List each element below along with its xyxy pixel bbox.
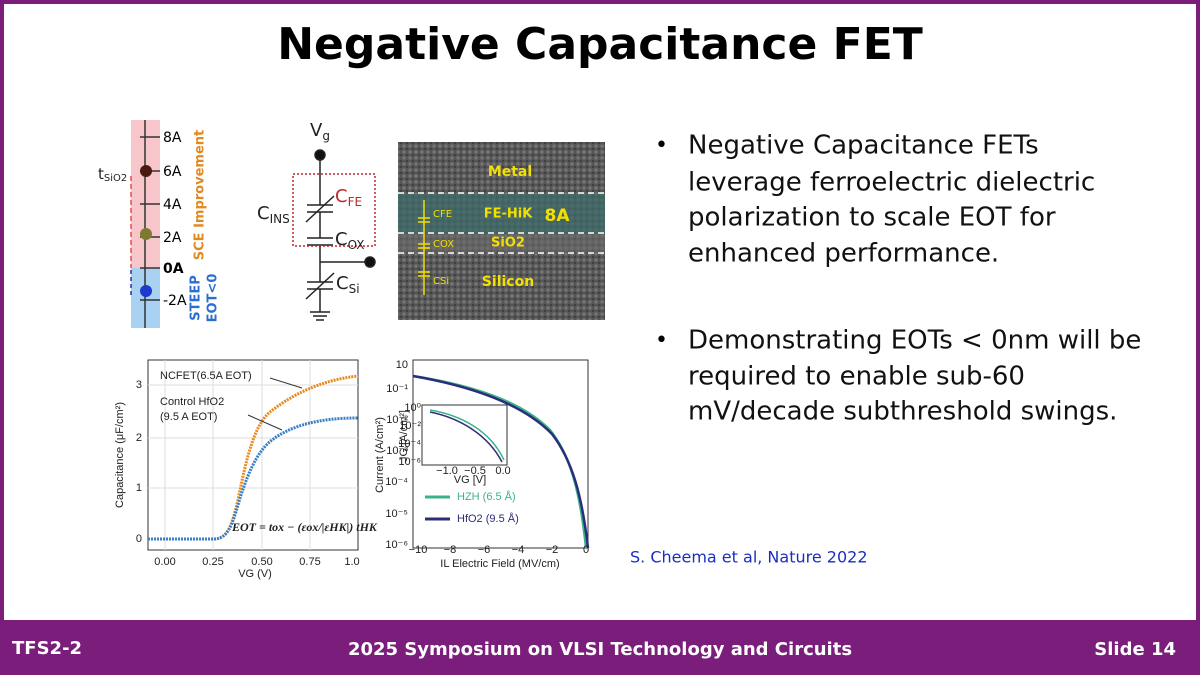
bullet-line: polarization to scale EOT for xyxy=(688,203,1056,233)
inset-tick: 10⁰ xyxy=(404,402,421,414)
steep-label: STEEP xyxy=(189,275,204,321)
svg-text:tSiO2: tSiO2 xyxy=(98,165,127,185)
label-sub: SiO2 xyxy=(104,173,127,184)
x-tick-label: −10 xyxy=(409,544,428,556)
scale-tick: 0A xyxy=(163,261,184,277)
y-tick-label: 1 xyxy=(136,482,142,494)
eot-scale-figure: tSiO2 8A 6A 4A 2A 0A -2A SCE Improvement… xyxy=(98,120,221,328)
y-tick-label: 10⁻² xyxy=(386,414,408,426)
equation: EOT = tox − (εox/|εHK|) tHK xyxy=(231,520,378,534)
improvement-label: SCE Improvement xyxy=(193,130,208,260)
inset-tick: 10⁻⁶ xyxy=(398,456,421,468)
scale-tick: 2A xyxy=(163,230,182,246)
legend-label: (9.5 A EOT) xyxy=(160,411,217,423)
footer-left: TFS2-2 xyxy=(12,638,82,659)
y-tick-label: 0 xyxy=(136,533,142,545)
cins-sub: INS xyxy=(270,212,290,226)
inset-label: VG [V] xyxy=(454,474,486,486)
x-tick-label: 0.50 xyxy=(251,556,272,568)
y-tick-label: 3 xyxy=(136,379,142,391)
bullet-line: mV/decade subthreshold swings. xyxy=(688,397,1117,427)
x-axis-label: VG (V) xyxy=(238,568,272,580)
scale-tick: 8A xyxy=(163,130,182,146)
x-tick-label: 0.00 xyxy=(154,556,175,568)
scale-tick: 4A xyxy=(163,197,182,213)
title: Negative Capacitance FET xyxy=(277,19,923,70)
bullet-line: Demonstrating EOTs < 0nm will be xyxy=(688,326,1141,356)
x-tick-label: −6 xyxy=(478,544,491,556)
scale-tick: 6A xyxy=(163,164,182,180)
inset-tick: 10⁻⁴ xyxy=(398,438,421,450)
x-tick-label: −2 xyxy=(546,544,559,556)
y-tick-label: 10 xyxy=(396,359,408,371)
svg-text:COX: COX xyxy=(335,229,364,252)
citation: S. Cheema et al, Nature 2022 xyxy=(630,548,868,567)
label: t xyxy=(98,165,104,183)
bullet-line: enhanced performance. xyxy=(688,239,999,269)
capacitance-plot: 0.00 0.25 0.50 0.75 1.0 0 1 2 3 Capacita… xyxy=(114,359,378,580)
vg-sub: g xyxy=(322,129,330,143)
current-plot: HZH (6.5 Å) HfO2 (9.5 Å) 10 10⁻¹ 10⁻² 10… xyxy=(374,359,590,570)
layer-label: SiO2 xyxy=(491,236,525,251)
cox-sub: OX xyxy=(348,238,365,252)
y-tick-label: 2 xyxy=(136,432,142,444)
legend-label: NCFET(6.5A EOT) xyxy=(160,370,252,382)
bullet-line: leverage ferroelectric dielectric xyxy=(688,168,1095,198)
x-tick-label: −8 xyxy=(444,544,457,556)
x-tick-label: −4 xyxy=(512,544,525,556)
y-axis-label: Capacitance (μF/cm²) xyxy=(114,402,126,508)
circuit-figure xyxy=(292,149,376,321)
legend-label: HZH (6.5 Å) xyxy=(457,490,516,503)
cins-label: C xyxy=(257,203,270,224)
footer-center: 2025 Symposium on VLSI Technology and Ci… xyxy=(348,639,852,660)
y-tick-label: 10⁻⁵ xyxy=(385,508,408,520)
svg-text:CSi: CSi xyxy=(336,273,360,296)
tem-image: Metal FE-HiK SiO2 Silicon 8A CFE COX CSi xyxy=(398,142,605,320)
cap-label: COX xyxy=(433,239,454,250)
csi-sub: Si xyxy=(349,282,360,296)
x-tick-label: 0.75 xyxy=(299,556,320,568)
layer-label: FE-HiK xyxy=(484,207,533,222)
x-tick-label: 0 xyxy=(583,544,589,556)
vg-label: V xyxy=(310,120,323,141)
bullet-line: required to enable sub-60 xyxy=(688,362,1025,392)
y-tick-label: 10⁻³ xyxy=(386,445,408,457)
scale-tick: -2A xyxy=(163,293,187,309)
bullet-list: • Negative Capacitance FETs leverage fer… xyxy=(655,131,1141,427)
svg-text:CINS: CINS xyxy=(257,203,290,226)
y-axis-label: Current (A/cm²) xyxy=(374,417,386,493)
y-tick-label: 10⁻¹ xyxy=(386,383,408,395)
cfe-label: C xyxy=(335,186,348,207)
layer-label: Silicon xyxy=(482,274,534,290)
y-tick-label: 10⁻⁴ xyxy=(385,476,408,488)
footer-right: Slide 14 xyxy=(1094,639,1176,660)
y-tick-label: 10⁻⁶ xyxy=(385,539,408,551)
x-tick-label: 0.25 xyxy=(202,556,223,568)
x-axis-label: IL Electric Field (MV/cm) xyxy=(440,558,559,570)
svg-text:Vg: Vg xyxy=(310,120,330,143)
cfe-sub: FE xyxy=(348,195,362,209)
cap-label: CSi xyxy=(433,276,449,287)
cap-label: CFE xyxy=(433,209,452,220)
legend-label: HfO2 (9.5 Å) xyxy=(457,512,519,525)
svg-text:CFE: CFE xyxy=(335,186,362,209)
eot-label: EOT<0 xyxy=(206,274,221,323)
inset-tick: 0.0 xyxy=(495,465,510,477)
bullet-marker: • xyxy=(655,133,668,158)
inset-tick: 10⁻² xyxy=(399,420,421,432)
layer-label: Metal xyxy=(488,164,532,180)
csi-label: C xyxy=(336,273,349,294)
x-tick-label: 1.0 xyxy=(344,556,359,568)
inset-tick: −0.5 xyxy=(464,465,486,477)
inset-label: JG [A/cm²] xyxy=(398,410,410,462)
thickness-label: 8A xyxy=(545,206,571,226)
bullet-line: Negative Capacitance FETs xyxy=(688,131,1039,161)
cox-label: C xyxy=(335,229,348,250)
legend-label: Control HfO2 xyxy=(160,396,224,408)
bullet-marker: • xyxy=(655,328,668,353)
inset-tick: −1.0 xyxy=(436,465,458,477)
